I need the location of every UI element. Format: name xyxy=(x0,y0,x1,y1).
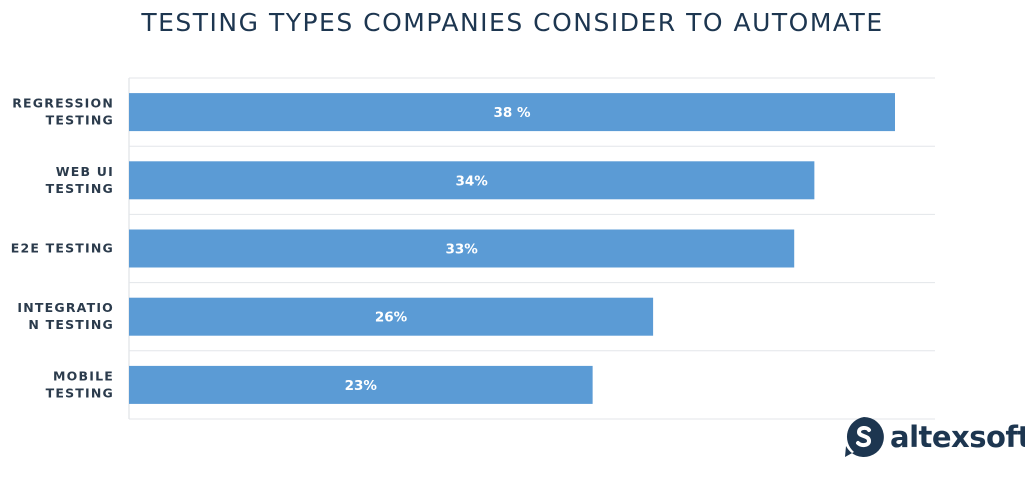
data-label: 23% xyxy=(345,378,378,394)
data-label: 34% xyxy=(456,173,489,189)
category-label: E2E TESTING xyxy=(11,241,114,256)
category-label: TESTING xyxy=(46,113,114,128)
bar xyxy=(129,297,654,336)
category-labels: REGRESSION TESTING WEB UI TESTING E2E TESTIN… xyxy=(11,96,114,401)
data-label: 26% xyxy=(375,310,408,326)
category-label: TESTING xyxy=(46,385,114,400)
bar xyxy=(129,365,593,404)
gridlines xyxy=(128,77,935,420)
data-label: 38 % xyxy=(493,105,530,121)
category-label: WEB UI xyxy=(56,164,114,179)
category-label: TESTING xyxy=(46,181,114,196)
altexsoft-logo-icon xyxy=(845,417,884,457)
bar xyxy=(129,93,895,132)
brand-name: altexsoft xyxy=(890,420,1025,454)
category-label: REGRESSION xyxy=(12,96,114,111)
category-label: N TESTING xyxy=(28,317,114,332)
data-label: 33% xyxy=(445,242,478,258)
brand-logo: altexsoft xyxy=(842,414,1025,460)
category-label: INTEGRATIO xyxy=(17,300,114,315)
category-label: MOBILE xyxy=(53,368,114,383)
bar xyxy=(129,229,795,268)
chart-title: TESTING TYPES COMPANIES CONSIDER TO AUTO… xyxy=(141,8,884,37)
bars: 38 % 34% 33% 26% 23% xyxy=(129,93,895,404)
bar xyxy=(129,161,815,200)
